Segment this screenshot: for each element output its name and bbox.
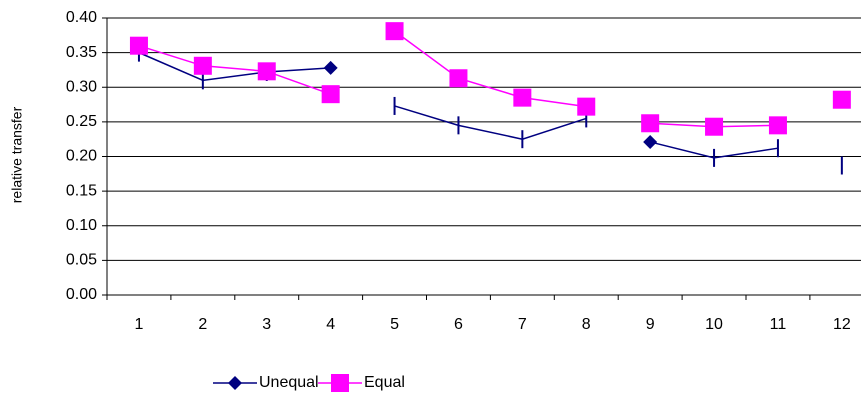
x-tick-label: 6 (454, 316, 463, 333)
marker (385, 22, 404, 41)
y-tick-label: 0.30 (66, 78, 97, 95)
y-tick-label: 0.10 (66, 217, 97, 234)
x-tick-label: 2 (198, 316, 207, 333)
y-tick-label: 0.00 (66, 286, 97, 303)
marker (449, 69, 468, 88)
x-tick-label: 10 (705, 316, 723, 333)
series-line (138, 44, 331, 95)
marker (643, 134, 658, 149)
y-tick-label: 0.35 (66, 44, 97, 61)
marker (321, 85, 340, 104)
marker (513, 88, 532, 107)
marker (129, 36, 148, 55)
y-tick-label: 0.40 (66, 9, 97, 26)
x-tick-label: 9 (646, 316, 655, 333)
y-tick-label: 0.05 (66, 252, 97, 269)
marker (705, 117, 724, 136)
legend-marker (228, 376, 242, 390)
legend-label: Unequal (259, 374, 319, 391)
x-tick-label: 12 (833, 316, 851, 333)
marker (577, 97, 596, 116)
y-axis-label: relative transfer (9, 106, 25, 203)
y-tick-label: 0.15 (66, 182, 97, 199)
legend-marker (331, 374, 349, 392)
x-tick-label: 5 (390, 316, 399, 333)
marker (193, 56, 212, 75)
x-tick-label: 3 (262, 316, 271, 333)
series-line (138, 51, 331, 82)
y-tick-label: 0.25 (66, 113, 97, 130)
marker (832, 90, 851, 109)
legend-label: Equal (364, 374, 405, 391)
series-line (394, 30, 587, 108)
x-tick-label: 11 (770, 316, 787, 333)
x-tick-label: 1 (134, 316, 143, 333)
series-line (394, 105, 587, 140)
x-tick-label: 4 (326, 316, 335, 333)
x-tick-label: 8 (582, 316, 591, 333)
marker (768, 116, 787, 135)
x-tick-label: 7 (518, 316, 527, 333)
marker (257, 62, 276, 81)
marker (641, 114, 660, 133)
y-tick-label: 0.20 (66, 148, 97, 165)
marker (323, 60, 338, 75)
